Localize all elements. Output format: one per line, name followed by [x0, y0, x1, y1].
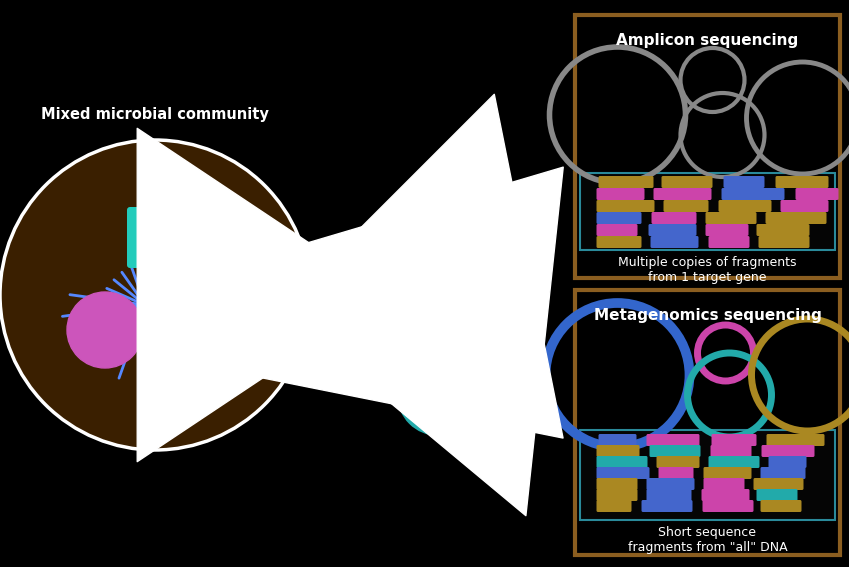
FancyBboxPatch shape	[597, 489, 638, 501]
FancyBboxPatch shape	[575, 290, 840, 555]
FancyBboxPatch shape	[722, 188, 784, 200]
FancyBboxPatch shape	[597, 467, 649, 479]
FancyBboxPatch shape	[646, 478, 694, 490]
FancyBboxPatch shape	[597, 456, 648, 468]
FancyBboxPatch shape	[709, 456, 760, 468]
FancyBboxPatch shape	[597, 224, 638, 236]
FancyBboxPatch shape	[761, 467, 806, 479]
FancyBboxPatch shape	[775, 176, 829, 188]
FancyBboxPatch shape	[646, 489, 691, 501]
FancyBboxPatch shape	[597, 445, 639, 457]
FancyBboxPatch shape	[704, 467, 751, 479]
FancyBboxPatch shape	[702, 500, 754, 512]
Text: Multiple copies of fragments
from 1 target gene: Multiple copies of fragments from 1 targ…	[618, 256, 796, 284]
FancyBboxPatch shape	[649, 445, 700, 457]
FancyBboxPatch shape	[661, 176, 712, 188]
Text: Amplicon sequencing: Amplicon sequencing	[616, 33, 799, 48]
Text: DNA
Extraction: DNA Extraction	[322, 330, 386, 358]
Text: Mixed microbial community: Mixed microbial community	[41, 107, 269, 122]
FancyBboxPatch shape	[780, 200, 829, 212]
FancyBboxPatch shape	[766, 212, 826, 224]
FancyBboxPatch shape	[580, 173, 835, 250]
FancyBboxPatch shape	[711, 434, 756, 446]
FancyBboxPatch shape	[597, 500, 632, 512]
FancyBboxPatch shape	[646, 434, 700, 446]
FancyBboxPatch shape	[597, 188, 644, 200]
FancyBboxPatch shape	[718, 200, 772, 212]
FancyBboxPatch shape	[796, 188, 839, 200]
FancyBboxPatch shape	[651, 212, 696, 224]
FancyBboxPatch shape	[756, 489, 797, 501]
FancyBboxPatch shape	[127, 207, 208, 268]
FancyBboxPatch shape	[580, 430, 835, 520]
FancyBboxPatch shape	[704, 478, 745, 490]
FancyBboxPatch shape	[597, 236, 642, 248]
Circle shape	[67, 292, 143, 368]
FancyBboxPatch shape	[649, 224, 696, 236]
FancyBboxPatch shape	[142, 327, 190, 388]
FancyBboxPatch shape	[599, 434, 637, 446]
FancyBboxPatch shape	[761, 500, 801, 512]
Text: Metagenomics sequencing: Metagenomics sequencing	[593, 308, 822, 323]
FancyBboxPatch shape	[768, 456, 807, 468]
FancyBboxPatch shape	[642, 500, 693, 512]
FancyBboxPatch shape	[754, 478, 803, 490]
FancyBboxPatch shape	[664, 200, 709, 212]
FancyBboxPatch shape	[762, 445, 814, 457]
FancyBboxPatch shape	[650, 236, 699, 248]
FancyBboxPatch shape	[723, 176, 764, 188]
FancyBboxPatch shape	[597, 200, 655, 212]
FancyBboxPatch shape	[711, 445, 751, 457]
FancyBboxPatch shape	[599, 176, 654, 188]
FancyBboxPatch shape	[756, 224, 809, 236]
FancyBboxPatch shape	[706, 212, 756, 224]
FancyBboxPatch shape	[654, 188, 711, 200]
FancyBboxPatch shape	[706, 224, 749, 236]
FancyBboxPatch shape	[767, 434, 824, 446]
Circle shape	[0, 140, 310, 450]
FancyBboxPatch shape	[656, 456, 700, 468]
FancyBboxPatch shape	[575, 15, 840, 278]
FancyBboxPatch shape	[709, 236, 750, 248]
FancyBboxPatch shape	[701, 489, 750, 501]
Text: Short sequence
fragments from "all" DNA: Short sequence fragments from "all" DNA	[627, 526, 787, 554]
FancyBboxPatch shape	[597, 212, 642, 224]
FancyBboxPatch shape	[597, 478, 638, 490]
FancyBboxPatch shape	[659, 467, 694, 479]
FancyBboxPatch shape	[758, 236, 809, 248]
